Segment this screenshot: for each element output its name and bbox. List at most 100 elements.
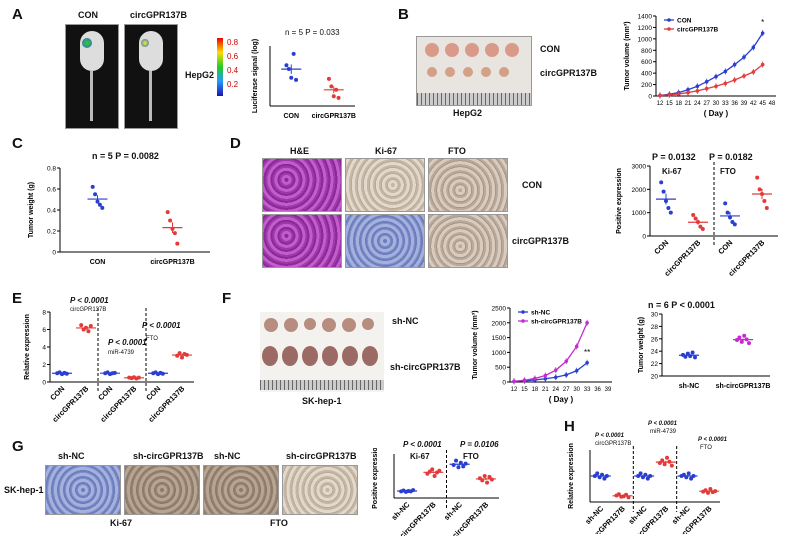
d-p2: P = 0.0182 xyxy=(709,152,753,162)
a-mouse-circ-image xyxy=(124,24,178,129)
panel-label-d: D xyxy=(230,135,241,152)
e-xtick-label-0: CON xyxy=(48,384,66,402)
a-point-1-0 xyxy=(326,76,331,81)
d-point-2-4 xyxy=(732,222,737,227)
b-legend-label-1: circGPR137B xyxy=(677,27,718,34)
g-point-2-4 xyxy=(461,464,466,469)
b-series-line-0 xyxy=(659,32,764,97)
a-mouse-con-image xyxy=(65,24,119,129)
d-he-circ-image xyxy=(262,214,342,268)
b-con-label: CON xyxy=(540,44,560,54)
b-xtick-label-7: 33 xyxy=(722,101,729,107)
g-point-1-2 xyxy=(430,467,435,472)
f2-xtick-label-1: sh-circGPR137B xyxy=(716,383,771,390)
panel-label-f: F xyxy=(222,290,232,307)
f2-ytick-label-1: 22 xyxy=(651,361,659,368)
g-ylabel: Positive expression xyxy=(372,448,379,509)
a-stat: n = 5 P = 0.033 xyxy=(285,28,340,37)
d-point-0-0 xyxy=(659,180,664,185)
d-point-3-0 xyxy=(755,175,760,180)
e-ytick-label-2: 4 xyxy=(42,345,46,352)
b-xtick-label-6: 30 xyxy=(713,101,720,107)
b-point-1-6 xyxy=(714,84,718,89)
d-ytick-label-3: 3000 xyxy=(632,164,647,171)
h-point-5-3 xyxy=(708,487,713,491)
g-point-3-4 xyxy=(487,474,492,479)
panel-label-a: A xyxy=(12,6,23,23)
e-point-1-3 xyxy=(86,329,91,334)
c-point-1-4 xyxy=(175,241,180,246)
d-point-0-3 xyxy=(666,206,671,210)
a-point-1-2 xyxy=(331,94,336,99)
f1-ylabel: Tumor volume (mm³) xyxy=(472,310,479,379)
f1-ytick-label-0: 0 xyxy=(502,380,506,387)
a-ylabel: Luciferase signal (log) xyxy=(252,39,259,113)
g-fto-sh-image xyxy=(282,465,358,515)
b-point-1-2 xyxy=(676,92,681,96)
e-p3: P < 0.0001 xyxy=(142,321,181,330)
e-ytick-label-1: 2 xyxy=(42,362,46,369)
f1-sig-star: ** xyxy=(584,348,590,357)
h-point-5-2 xyxy=(705,490,710,495)
b-xtick-label-0: 12 xyxy=(657,101,664,107)
panel-label-e: E xyxy=(12,290,23,307)
b-ytick-label-6: 1200 xyxy=(638,25,653,32)
b-legend-marker-0 xyxy=(667,18,671,22)
f1-point-1-2 xyxy=(533,376,537,381)
f2-point-1-3 xyxy=(742,333,747,338)
f-stat: n = 6 P < 0.0001 xyxy=(648,300,715,310)
e-xtick-label-4: CON xyxy=(144,384,162,402)
d-point-1-1 xyxy=(693,216,698,221)
b-xtick-label-10: 42 xyxy=(750,101,757,107)
g-point-2-0 xyxy=(451,463,456,467)
d-fto-con-image xyxy=(428,158,508,212)
g-point-1-5 xyxy=(437,468,442,473)
b-point-1-0 xyxy=(658,93,662,98)
d-point-1-0 xyxy=(691,213,696,217)
b-ytick-label-1: 200 xyxy=(641,82,652,89)
e-g1: circGPR137B xyxy=(70,307,107,313)
b-legend-label-0: CON xyxy=(677,18,692,25)
e-point-5-1 xyxy=(177,351,182,356)
b-circ-label: circGPR137B xyxy=(540,68,598,78)
b-sig-star: * xyxy=(761,18,764,27)
c-ylabel: Tumor weight (g) xyxy=(28,182,35,238)
g-ki67-inset: Ki-67 xyxy=(410,452,430,461)
b-xtick-label-11: 45 xyxy=(759,101,766,107)
f1-point-1-0 xyxy=(512,379,516,384)
b-point-0-6 xyxy=(714,74,718,79)
a-circ-label: circGPR137B xyxy=(130,10,188,20)
f1-ytick-label-4: 2000 xyxy=(492,320,507,327)
a-point-0-0 xyxy=(284,63,289,68)
f2-ytick-label-4: 28 xyxy=(651,324,659,331)
c-point-0-4 xyxy=(100,205,105,210)
e-p2: P < 0.0001 xyxy=(108,338,147,347)
d-point-0-4 xyxy=(668,210,673,215)
f1-point-1-1 xyxy=(522,378,527,383)
f1-ytick-label-1: 500 xyxy=(495,365,506,372)
d-point-2-1 xyxy=(725,210,730,215)
b-ytick-label-7: 1400 xyxy=(638,14,653,21)
c-point-0-1 xyxy=(93,192,98,197)
g-fto-inset: FTO xyxy=(463,452,479,461)
c-point-1-1 xyxy=(168,218,173,223)
f1-xtick-label-4: 24 xyxy=(552,387,559,393)
g-ki67-nc-image xyxy=(45,465,121,515)
b-point-0-9 xyxy=(742,55,746,59)
f1-legend-label-0: sh-NC xyxy=(531,310,550,317)
f2-ytick-label-3: 26 xyxy=(651,336,659,343)
f1-xtick-label-1: 15 xyxy=(521,387,528,393)
a-point-1-1 xyxy=(329,84,334,89)
b-ylabel: Tumor volume (mm³) xyxy=(624,21,631,90)
f1-point-1-4 xyxy=(553,368,558,372)
g-point-3-3 xyxy=(485,480,490,485)
c-xtick-label-1: circGPR137B xyxy=(150,259,194,266)
h-point-3-1 xyxy=(660,458,665,463)
b-ytick-label-3: 600 xyxy=(641,59,652,66)
d-ylabel: Positive expression xyxy=(616,168,623,234)
f1-point-0-5 xyxy=(564,373,569,377)
f2-ylabel: Tumor weight (g) xyxy=(638,317,645,373)
a-point-1-4 xyxy=(336,95,341,100)
chart-c: Tumor weight (g) 0 0.2 0.4 0.6 0.8 CON circGPR1… xyxy=(28,166,210,266)
